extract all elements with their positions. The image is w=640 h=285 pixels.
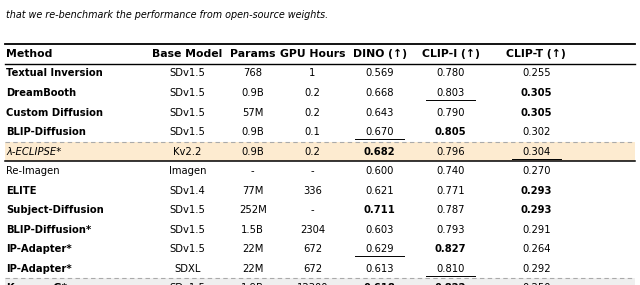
Text: Re-Imagen: Re-Imagen <box>6 166 60 176</box>
Text: SDv1.5: SDv1.5 <box>170 225 205 235</box>
Text: 0.600: 0.600 <box>365 166 394 176</box>
Text: DINO (↑): DINO (↑) <box>353 49 406 59</box>
Text: Imagen: Imagen <box>169 166 206 176</box>
Text: Textual Inversion: Textual Inversion <box>6 68 103 78</box>
Text: 0.293: 0.293 <box>520 186 552 196</box>
Text: 0.613: 0.613 <box>365 264 394 274</box>
Text: SDv1.5: SDv1.5 <box>170 88 205 98</box>
Bar <box>5 142 635 161</box>
Text: 1.9B: 1.9B <box>241 283 264 285</box>
Text: -: - <box>310 205 314 215</box>
Text: λ-ECLIPSE*: λ-ECLIPSE* <box>6 146 61 156</box>
Text: 0.621: 0.621 <box>365 186 394 196</box>
Text: BLIP-Diffusion: BLIP-Diffusion <box>6 127 86 137</box>
Text: GPU Hours: GPU Hours <box>280 49 345 59</box>
Text: 2304: 2304 <box>300 225 325 235</box>
Text: 22M: 22M <box>242 264 264 274</box>
Text: Method: Method <box>6 49 52 59</box>
Text: 0.603: 0.603 <box>365 225 394 235</box>
Text: SDv1.5: SDv1.5 <box>170 127 205 137</box>
Text: 0.292: 0.292 <box>522 264 550 274</box>
Text: 252M: 252M <box>239 205 267 215</box>
Text: 22M: 22M <box>242 244 264 254</box>
Text: 0.270: 0.270 <box>522 166 550 176</box>
Text: 0.302: 0.302 <box>522 127 550 137</box>
Text: SDv1.5: SDv1.5 <box>170 68 205 78</box>
Text: 0.9B: 0.9B <box>241 127 264 137</box>
Text: 0.2: 0.2 <box>305 107 320 117</box>
Text: 57M: 57M <box>242 107 264 117</box>
Text: 0.255: 0.255 <box>522 68 550 78</box>
Text: 0.810: 0.810 <box>436 264 465 274</box>
Text: 336: 336 <box>303 186 322 196</box>
Text: SDXL: SDXL <box>174 264 201 274</box>
Text: 0.629: 0.629 <box>365 244 394 254</box>
Text: 0.740: 0.740 <box>436 166 465 176</box>
Text: SDv1.5: SDv1.5 <box>170 107 205 117</box>
Text: 0.670: 0.670 <box>365 127 394 137</box>
Text: 1.5B: 1.5B <box>241 225 264 235</box>
Text: 0.643: 0.643 <box>365 107 394 117</box>
Text: 0.796: 0.796 <box>436 146 465 156</box>
Text: 0.304: 0.304 <box>522 146 550 156</box>
Text: 0.293: 0.293 <box>520 205 552 215</box>
Text: 0.305: 0.305 <box>520 88 552 98</box>
Text: Custom Diffusion: Custom Diffusion <box>6 107 104 117</box>
Text: 0.787: 0.787 <box>436 205 465 215</box>
Text: 672: 672 <box>303 264 322 274</box>
Text: Subject-Diffusion: Subject-Diffusion <box>6 205 104 215</box>
Text: 12300: 12300 <box>296 283 328 285</box>
Text: 0.790: 0.790 <box>436 107 465 117</box>
Text: CLIP-I (↑): CLIP-I (↑) <box>422 49 479 59</box>
Text: 0.771: 0.771 <box>436 186 465 196</box>
Text: -: - <box>251 166 255 176</box>
Text: 0.2: 0.2 <box>305 88 320 98</box>
Text: Kosmos-G*: Kosmos-G* <box>6 283 67 285</box>
Text: 0.711: 0.711 <box>364 205 396 215</box>
Text: 0.9B: 0.9B <box>241 146 264 156</box>
Text: 768: 768 <box>243 68 262 78</box>
Text: SDv1.5: SDv1.5 <box>170 244 205 254</box>
Text: 0.822: 0.822 <box>435 283 467 285</box>
Text: 0.668: 0.668 <box>365 88 394 98</box>
Text: 0.305: 0.305 <box>520 107 552 117</box>
Text: Params: Params <box>230 49 276 59</box>
Text: 0.682: 0.682 <box>364 146 396 156</box>
Text: 0.618: 0.618 <box>364 283 396 285</box>
Text: 0.805: 0.805 <box>435 127 467 137</box>
Text: CLIP-T (↑): CLIP-T (↑) <box>506 49 566 59</box>
Text: 0.780: 0.780 <box>436 68 465 78</box>
Text: BLIP-Diffusion*: BLIP-Diffusion* <box>6 225 92 235</box>
Text: 0.827: 0.827 <box>435 244 467 254</box>
Text: ELITE: ELITE <box>6 186 37 196</box>
Text: 0.264: 0.264 <box>522 244 550 254</box>
Text: 0.250: 0.250 <box>522 283 550 285</box>
Text: Base Model: Base Model <box>152 49 223 59</box>
Text: 77M: 77M <box>242 186 264 196</box>
Text: -: - <box>310 166 314 176</box>
Text: Kv2.2: Kv2.2 <box>173 146 202 156</box>
Text: SDv1.4: SDv1.4 <box>170 186 205 196</box>
Text: IP-Adapter*: IP-Adapter* <box>6 244 72 254</box>
Text: SDv1.5: SDv1.5 <box>170 205 205 215</box>
Text: that we re-benchmark the performance from open-source weights.: that we re-benchmark the performance fro… <box>6 10 328 20</box>
Text: 0.2: 0.2 <box>305 146 320 156</box>
Text: IP-Adapter*: IP-Adapter* <box>6 264 72 274</box>
Text: 1: 1 <box>309 68 316 78</box>
Text: DreamBooth: DreamBooth <box>6 88 77 98</box>
Text: 0.9B: 0.9B <box>241 88 264 98</box>
Text: 0.291: 0.291 <box>522 225 550 235</box>
Text: SDv1.5: SDv1.5 <box>170 283 205 285</box>
Text: 0.803: 0.803 <box>436 88 465 98</box>
Bar <box>5 278 635 285</box>
Text: 0.1: 0.1 <box>305 127 320 137</box>
Text: 0.569: 0.569 <box>365 68 394 78</box>
Text: 0.793: 0.793 <box>436 225 465 235</box>
Text: 672: 672 <box>303 244 322 254</box>
